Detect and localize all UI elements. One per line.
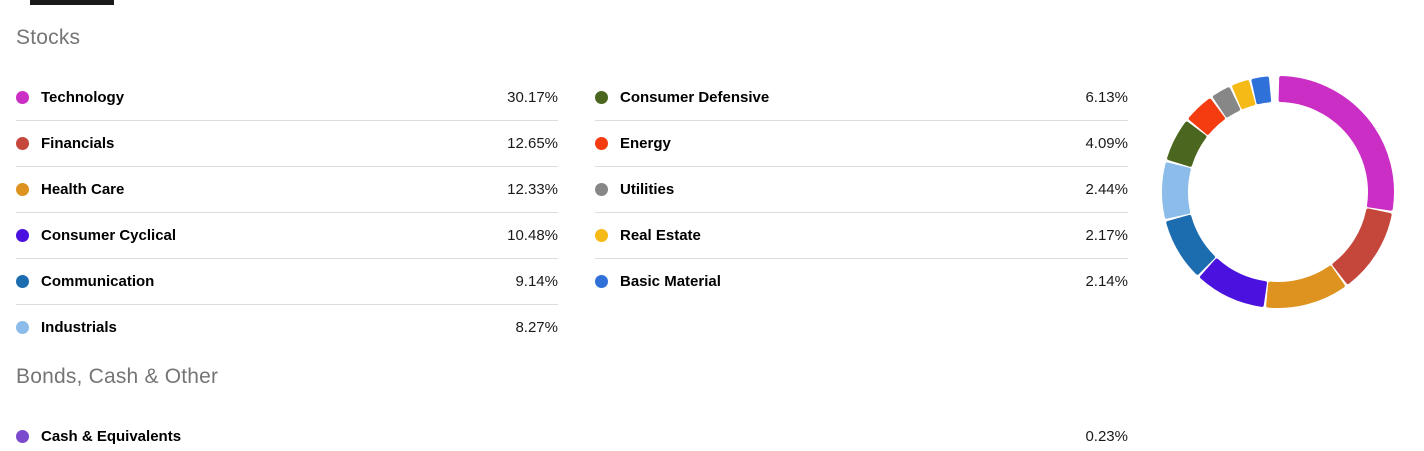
stocks-legend: Technology 30.17% Financials 12.65% Health C… <box>16 74 1128 350</box>
legend-value: 9.14% <box>515 273 558 290</box>
legend-color-dot <box>595 90 608 104</box>
legend-color-dot <box>16 275 29 288</box>
legend-row-utilities[interactable]: Utilities 2.44% <box>595 166 1128 212</box>
stocks-legend-column-right: Consumer Defensive 6.13% Energy 4.09% Utilit… <box>595 74 1128 350</box>
donut-segment-communication[interactable] <box>1166 214 1215 275</box>
legend-value: 4.09% <box>1085 135 1128 152</box>
stocks-section-title: Stocks <box>16 26 81 49</box>
legend-label: Communication <box>41 273 155 290</box>
legend-label: Cash & Equivalents <box>41 427 182 445</box>
legend-color-dot <box>595 183 608 196</box>
legend-row-financials[interactable]: Financials 12.65% <box>16 120 558 166</box>
donut-segment-financials[interactable] <box>1332 208 1392 285</box>
legend-label: Energy <box>620 135 671 152</box>
legend-value: 8.27% <box>515 319 558 336</box>
legend-color-dot <box>16 429 29 443</box>
legend-label: Consumer Cyclical <box>41 227 177 244</box>
active-tab-indicator <box>30 0 114 5</box>
legend-row-basic-material[interactable]: Basic Material 2.14% <box>595 258 1128 304</box>
legend-value: 30.17% <box>507 88 558 106</box>
legend-row-real-estate[interactable]: Real Estate 2.17% <box>595 212 1128 258</box>
donut-segment-energy[interactable] <box>1188 98 1225 135</box>
legend-value: 2.17% <box>1085 227 1128 244</box>
donut-segment-industrials[interactable] <box>1162 162 1191 219</box>
legend-color-dot <box>16 321 29 334</box>
bonds-legend: Cash & Equivalents 0.23% <box>16 413 1128 451</box>
legend-label: Utilities <box>620 181 675 198</box>
legend-row-health-care[interactable]: Health Care 12.33% <box>16 166 558 212</box>
legend-label: Technology <box>41 88 125 106</box>
donut-segment-health-care[interactable] <box>1266 265 1345 308</box>
legend-row-consumer-defensive[interactable]: Consumer Defensive 6.13% <box>595 74 1128 120</box>
donut-segment-consumer-cyclical[interactable] <box>1200 258 1267 307</box>
legend-color-dot <box>595 137 608 150</box>
legend-value: 12.33% <box>507 181 558 198</box>
legend-color-dot <box>595 229 608 242</box>
legend-color-dot <box>16 137 29 150</box>
legend-color-dot <box>16 90 29 104</box>
legend-color-dot <box>16 183 29 196</box>
legend-label: Industrials <box>41 319 117 336</box>
legend-label: Financials <box>41 135 115 152</box>
legend-value: 2.44% <box>1085 181 1128 198</box>
legend-value: 0.23% <box>1085 427 1128 445</box>
legend-color-dot <box>16 229 29 242</box>
allocation-donut-chart <box>1162 76 1394 308</box>
legend-row-technology[interactable]: Technology 30.17% <box>16 74 558 120</box>
legend-label: Real Estate <box>620 227 701 244</box>
legend-row-communication[interactable]: Communication 9.14% <box>16 258 558 304</box>
donut-segment-technology[interactable] <box>1278 76 1394 211</box>
legend-label: Consumer Defensive <box>620 88 770 106</box>
legend-value: 6.13% <box>1085 88 1128 106</box>
donut-segment-real-estate[interactable] <box>1232 80 1256 110</box>
legend-value: 10.48% <box>507 227 558 244</box>
legend-row-consumer-cyclical[interactable]: Consumer Cyclical 10.48% <box>16 212 558 258</box>
legend-label: Basic Material <box>620 273 721 290</box>
bonds-section-title: Bonds, Cash & Other <box>16 365 219 388</box>
donut-segment-consumer-defensive[interactable] <box>1167 121 1207 167</box>
legend-value: 12.65% <box>507 135 558 152</box>
stocks-legend-column-left: Technology 30.17% Financials 12.65% Health C… <box>16 74 558 350</box>
legend-value: 2.14% <box>1085 273 1128 290</box>
donut-segment-basic-material[interactable] <box>1251 76 1272 105</box>
legend-row-industrials[interactable]: Industrials 8.27% <box>16 304 558 350</box>
donut-segment-utilities[interactable] <box>1212 87 1241 118</box>
legend-label: Health Care <box>41 181 125 198</box>
legend-color-dot <box>595 275 608 288</box>
legend-row-energy[interactable]: Energy 4.09% <box>595 120 1128 166</box>
legend-row-cash-equivalents[interactable]: Cash & Equivalents 0.23% <box>16 413 1128 451</box>
